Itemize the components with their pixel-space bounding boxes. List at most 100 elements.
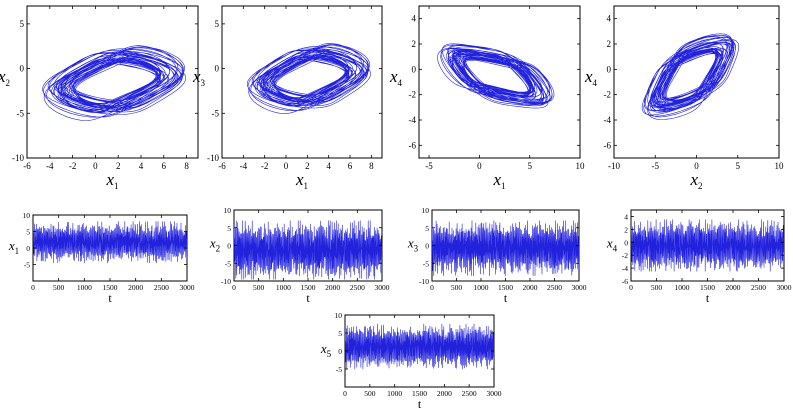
y-tick-label: 5	[20, 19, 25, 29]
y-tick-label: 0	[624, 238, 628, 247]
y-tick-label: 0	[215, 64, 220, 74]
y-tick-label: -5	[24, 261, 30, 270]
x-tick-label: 500	[451, 283, 463, 292]
x-tick-label: 500	[53, 283, 65, 292]
y-tick-label: 4	[607, 14, 612, 24]
y-tick-label: -2	[409, 90, 417, 100]
y-tick-label: -4	[622, 264, 628, 273]
x-axis-label: x1	[105, 170, 118, 191]
y-tick-label: 2	[412, 39, 417, 49]
y-tick-label: -2	[622, 251, 628, 260]
y-axis-label: x1	[8, 238, 19, 256]
x-tick-label: 2000	[325, 283, 340, 292]
y-tick-label: -4	[409, 115, 417, 125]
y-tick-label: 5	[215, 19, 220, 29]
y-tick-label: 0	[26, 244, 30, 253]
x-axis-label: t	[706, 291, 710, 305]
x-axis-label: t	[306, 291, 310, 305]
time-x5-panel: 0 500 1000 1500 2000 2500 3000 -5 0 5 10 t x5	[320, 311, 502, 411]
x-tick-label: 2	[305, 161, 310, 171]
x-tick-label: 1000	[387, 389, 402, 398]
x-tick-label: 0	[477, 161, 482, 171]
x-tick-label: 1000	[675, 283, 690, 292]
phase-x1-x2-series-line	[42, 45, 186, 121]
x-tick-label: 5	[527, 161, 532, 171]
x-tick-label: 2000	[437, 389, 452, 398]
x-tick-label: 6	[348, 161, 353, 171]
x-tick-label: 1000	[77, 283, 92, 292]
x-tick-label: 4	[326, 161, 331, 171]
phase-x2-x4-panel: -10 -5 0 5 10 -6 -4 -2 0 2 4 x2 x4	[584, 5, 785, 191]
y-tick-label: -5	[17, 108, 25, 118]
x-tick-label: 2500	[154, 283, 169, 292]
x-tick-label: 1500	[498, 283, 513, 292]
time-x1-panel: 0 500 1000 1500 2000 2500 3000 -5 0 5 10 t x1	[8, 211, 195, 305]
y-tick-label: 0	[20, 64, 25, 74]
y-tick-label: 0	[412, 64, 417, 74]
time-x4-panel: 0 500 1000 1500 2000 2500 3000 -6 -4 -2 0 2 4 t x4	[606, 209, 792, 305]
time-x2-series-line	[234, 220, 382, 280]
y-tick-label: 10	[335, 311, 343, 320]
x-tick-label: -4	[240, 161, 248, 171]
time-x1-series-line	[33, 221, 187, 264]
time-x3-series-line	[432, 220, 579, 276]
y-tick-label: 0	[607, 64, 612, 74]
phase-x2-x4-series-line	[641, 33, 740, 120]
y-tick-label: 4	[624, 212, 628, 221]
time-x2-panel: 0 500 1000 1500 2000 2500 3000 -10 -5 0 5 10 t x2	[209, 206, 390, 305]
x-tick-label: 3000	[180, 283, 195, 292]
phase-x1-x2-panel: -6 -4 -2 0 2 4 6 8 -10 -5 0 5 x1 x2	[0, 5, 199, 191]
y-axis-label: x5	[320, 341, 332, 359]
phase-x1-x3-panel: -6 -4 -2 0 2 4 6 8 -10 -5 0 5 x1 x3	[192, 5, 383, 191]
x-tick-label: 10	[576, 161, 586, 171]
y-tick-label: 10	[422, 206, 430, 215]
x-tick-label: 0	[31, 283, 35, 292]
x-tick-label: 10	[775, 161, 785, 171]
x-tick-label: 1500	[103, 283, 118, 292]
plot-frame	[613, 5, 780, 159]
y-tick-label: 5	[26, 228, 30, 237]
y-tick-label: 5	[227, 224, 231, 233]
x-tick-label: 0	[343, 389, 347, 398]
y-tick-label: -10	[207, 153, 219, 163]
y-tick-label: 0	[425, 242, 429, 251]
x-tick-label: 2500	[462, 389, 477, 398]
x-tick-label: 0	[232, 283, 236, 292]
x-tick-label: 0	[284, 161, 289, 171]
x-tick-label: 5	[736, 161, 741, 171]
y-tick-label: -6	[622, 277, 628, 286]
time-x5-series-line	[345, 323, 494, 370]
y-axis-label: x2	[0, 67, 10, 88]
x-tick-label: 0	[694, 161, 699, 171]
phase-x1-x3-series-line	[246, 43, 371, 114]
y-tick-label: 2	[607, 39, 612, 49]
x-tick-label: 3000	[572, 283, 587, 292]
y-tick-label: 0	[227, 242, 231, 251]
x-tick-label: 2000	[128, 283, 143, 292]
x-tick-label: -2	[261, 161, 269, 171]
x-axis-label: t	[418, 397, 422, 411]
y-axis-label: x3	[192, 67, 206, 88]
x-tick-label: 1500	[412, 389, 427, 398]
x-tick-label: 1000	[474, 283, 489, 292]
x-tick-label: -5	[652, 161, 660, 171]
y-tick-label: 4	[412, 14, 417, 24]
y-tick-label: -6	[409, 140, 417, 150]
y-tick-label: -6	[604, 140, 612, 150]
y-axis-label: x4	[389, 67, 403, 88]
x-tick-label: 1000	[276, 283, 291, 292]
time-x3-panel: 0 500 1000 1500 2000 2500 3000 -10 -5 0 5 10 t x3	[407, 206, 587, 305]
phase-x1-x4-series-line	[437, 43, 555, 109]
y-axis-label: x3	[407, 236, 419, 254]
x-tick-label: 8	[184, 161, 189, 171]
y-tick-label: -5	[212, 108, 220, 118]
y-tick-label: -4	[604, 115, 612, 125]
y-axis-label: x4	[606, 236, 618, 254]
x-tick-label: 2	[116, 161, 121, 171]
y-tick-label: -10	[419, 277, 429, 286]
time-x4-series-line	[631, 219, 784, 272]
x-tick-label: 4	[139, 161, 144, 171]
x-axis-label: t	[504, 291, 508, 305]
y-tick-label: -5	[225, 259, 231, 268]
